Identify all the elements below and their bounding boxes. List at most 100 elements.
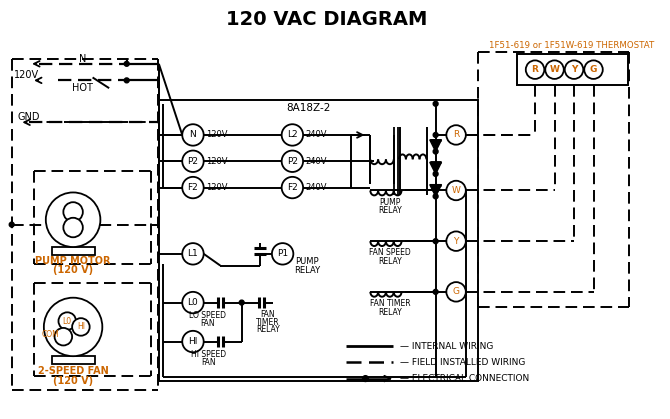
Text: LO SPEED: LO SPEED [189, 311, 226, 320]
Circle shape [44, 297, 103, 356]
Text: RELAY: RELAY [378, 308, 402, 317]
Text: P1: P1 [277, 249, 288, 259]
Circle shape [433, 132, 438, 137]
Circle shape [446, 231, 466, 251]
Text: N: N [79, 54, 86, 64]
Circle shape [281, 124, 303, 146]
Text: PUMP: PUMP [295, 257, 319, 266]
Circle shape [433, 290, 438, 294]
Text: RELAY: RELAY [256, 326, 280, 334]
Text: P2: P2 [188, 157, 198, 166]
Circle shape [239, 300, 244, 305]
Text: F2: F2 [188, 183, 198, 192]
Circle shape [281, 177, 303, 198]
Text: 120V: 120V [206, 130, 227, 140]
Polygon shape [429, 162, 442, 174]
Text: FAN: FAN [261, 310, 275, 319]
Text: 120 VAC DIAGRAM: 120 VAC DIAGRAM [226, 10, 427, 29]
Text: 120V: 120V [206, 157, 227, 166]
Circle shape [182, 124, 204, 146]
Circle shape [545, 60, 563, 79]
Text: HI: HI [77, 323, 85, 331]
Text: HOT: HOT [72, 83, 93, 93]
Text: COM: COM [42, 330, 60, 339]
Circle shape [446, 181, 466, 200]
Text: 240V: 240V [305, 157, 326, 166]
Text: (120 V): (120 V) [53, 265, 93, 275]
Circle shape [72, 318, 90, 336]
Bar [52, 356, 94, 364]
Text: Y: Y [454, 237, 459, 246]
Text: L0: L0 [188, 298, 198, 307]
Circle shape [433, 149, 438, 154]
Circle shape [64, 218, 83, 237]
Circle shape [446, 282, 466, 302]
Text: L0: L0 [63, 317, 72, 326]
Circle shape [182, 331, 204, 352]
Text: HI SPEED: HI SPEED [191, 350, 226, 359]
Circle shape [281, 150, 303, 172]
Circle shape [272, 243, 293, 264]
Circle shape [58, 312, 76, 330]
Text: G: G [453, 287, 460, 296]
Text: FAN: FAN [201, 359, 216, 367]
Text: 120V: 120V [206, 183, 227, 192]
Text: G: G [590, 65, 597, 74]
Text: — ELECTRICAL CONNECTION: — ELECTRICAL CONNECTION [399, 374, 529, 383]
Text: N: N [190, 130, 196, 140]
Text: 240V: 240V [305, 183, 326, 192]
Circle shape [565, 60, 584, 79]
Text: 240V: 240V [305, 130, 326, 140]
Bar [159, 100, 478, 380]
Circle shape [54, 328, 72, 345]
Text: HI: HI [188, 337, 198, 346]
Text: 1F51-619 or 1F51W-619 THERMOSTAT: 1F51-619 or 1F51W-619 THERMOSTAT [490, 41, 655, 50]
Circle shape [433, 188, 438, 193]
Text: W: W [452, 186, 460, 195]
Circle shape [124, 61, 129, 66]
Text: — FIELD INSTALLED WIRING: — FIELD INSTALLED WIRING [399, 357, 525, 367]
Text: GND: GND [17, 112, 40, 122]
Text: TIMER: TIMER [256, 318, 280, 326]
Circle shape [64, 202, 83, 222]
Circle shape [526, 60, 544, 79]
Text: F2: F2 [287, 183, 297, 192]
Circle shape [584, 60, 603, 79]
Text: W: W [549, 65, 559, 74]
Polygon shape [429, 140, 442, 152]
Circle shape [9, 222, 14, 227]
Text: (120 V): (120 V) [53, 375, 93, 385]
Circle shape [182, 177, 204, 198]
Text: RELAY: RELAY [378, 257, 402, 266]
Text: 120V: 120V [14, 70, 39, 80]
Polygon shape [429, 185, 442, 197]
Text: — INTERNAL WIRING: — INTERNAL WIRING [399, 342, 493, 351]
Bar [517, 54, 628, 85]
Circle shape [124, 78, 129, 83]
Text: PUMP MOTOR: PUMP MOTOR [36, 256, 111, 266]
Text: FAN SPEED: FAN SPEED [369, 248, 411, 257]
Text: RELAY: RELAY [294, 266, 320, 275]
Circle shape [362, 376, 369, 382]
Text: 8A18Z-2: 8A18Z-2 [286, 103, 330, 113]
Circle shape [446, 125, 466, 145]
Text: R: R [453, 130, 459, 140]
Text: L1: L1 [188, 249, 198, 259]
Text: P2: P2 [287, 157, 298, 166]
Text: L2: L2 [287, 130, 297, 140]
Circle shape [433, 194, 438, 199]
Circle shape [433, 239, 438, 243]
Circle shape [182, 292, 204, 313]
Circle shape [433, 171, 438, 176]
Text: R: R [531, 65, 539, 74]
Text: PUMP: PUMP [379, 198, 401, 207]
Circle shape [182, 243, 204, 264]
Text: Y: Y [571, 65, 578, 74]
Text: RELAY: RELAY [378, 207, 402, 215]
Bar [52, 247, 94, 255]
Text: FAN TIMER: FAN TIMER [370, 299, 410, 308]
Circle shape [433, 101, 438, 106]
Text: FAN: FAN [200, 318, 215, 328]
Text: 2-SPEED FAN: 2-SPEED FAN [38, 366, 109, 376]
Circle shape [182, 150, 204, 172]
